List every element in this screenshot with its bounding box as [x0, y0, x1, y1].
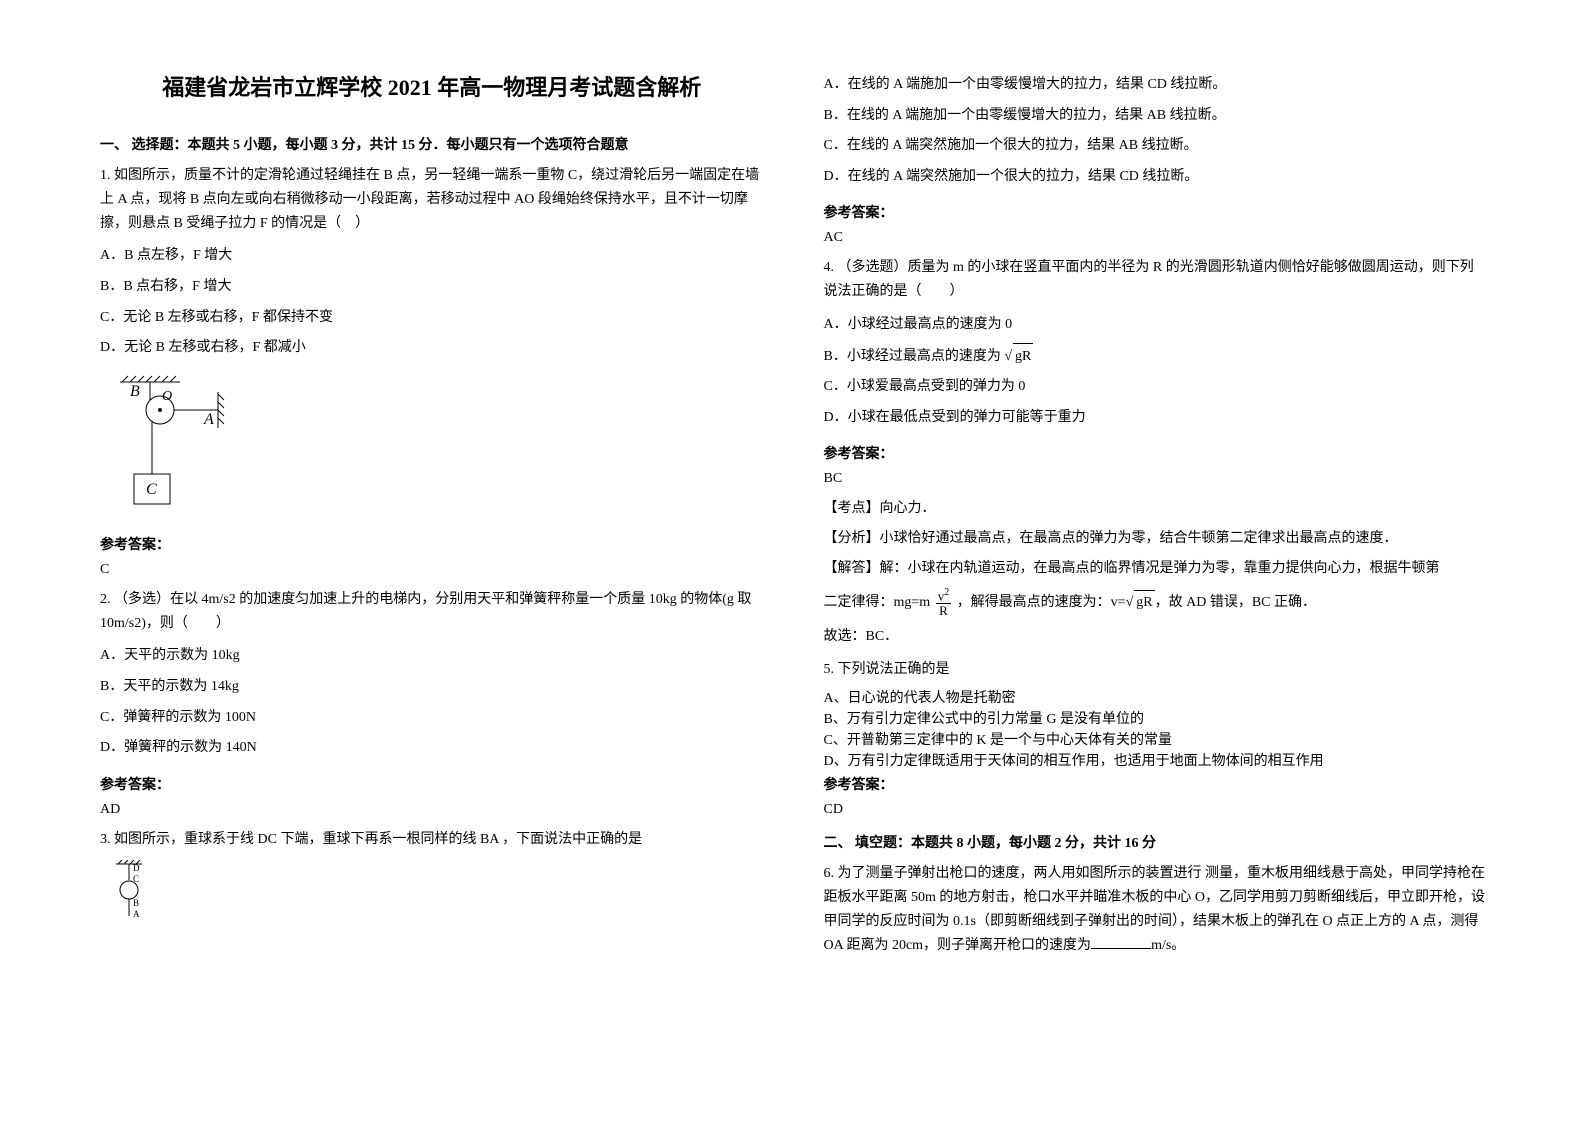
q5-answer-label: 参考答案： — [824, 774, 1488, 794]
q4-b-sqrt: gR — [1013, 343, 1033, 371]
q2-option-a: A．天平的示数为 10kg — [100, 643, 764, 670]
q3-option-c: C．在线的 A 端突然施加一个很大的拉力，结果 AB 线拉断。 — [824, 133, 1488, 160]
q4-kaodian: 【考点】向心力． — [824, 497, 1488, 521]
q5-option-a: A、日心说的代表人物是托勒密 — [824, 688, 1488, 709]
sqrt-icon: √gR — [1126, 590, 1155, 615]
q2-answer: AD — [100, 802, 764, 818]
q4-option-b: B．小球经过最高点的速度为 √gR — [824, 343, 1488, 371]
q2-option-d: D．弹簧秤的示数为 140N — [100, 735, 764, 762]
frac-den: R — [936, 604, 952, 618]
q1-label-o: O — [162, 389, 172, 404]
q6-stem: 6. 为了测量子弹射出枪口的速度，两人用如图所示的装置进行 测量，重木板用细线悬… — [824, 862, 1488, 957]
q4-option-d: D．小球在最低点受到的弹力可能等于重力 — [824, 405, 1488, 432]
q3-label-a: A — [133, 909, 140, 919]
q3-figure: D C B A — [114, 860, 144, 920]
q4-jieda2-suffix: ，故 AD 错误，BC 正确． — [1155, 595, 1316, 610]
q3-answer: AC — [824, 230, 1488, 246]
q1-label-b: B — [130, 383, 140, 400]
q4-jieda-2: 二定律得：mg=m v2R ，解得最高点的速度为：v=√gR，故 AD 错误，B… — [824, 587, 1488, 619]
q4-stem: 4. （多选题）质量为 m 的小球在竖直平面内的半径为 R 的光滑圆形轨道内侧恰… — [824, 256, 1488, 304]
q4-jieda2-mid: ，解得最高点的速度为：v= — [953, 595, 1125, 610]
q4-option-c: C．小球爱最高点受到的弹力为 0 — [824, 374, 1488, 401]
q3-option-a: A．在线的 A 端施加一个由零缓慢增大的拉力，结果 CD 线拉断。 — [824, 72, 1488, 99]
sqrt-icon: √gR — [1004, 343, 1033, 371]
q1-option-b: B．B 点右移，F 增大 — [100, 274, 764, 301]
q5-stem: 5. 下列说法正确的是 — [824, 658, 1488, 682]
q6-blank — [1091, 934, 1151, 949]
q3-option-b: B．在线的 A 端施加一个由零缓慢增大的拉力，结果 AB 线拉断。 — [824, 103, 1488, 130]
q1-label-c: C — [146, 481, 157, 498]
section1-header: 一、 选择题：本题共 5 小题，每小题 3 分，共计 15 分．每小题只有一个选… — [100, 134, 764, 154]
q3-stem: 3. 如图所示，重球系于线 DC 下端，重球下再系一根同样的线 BA ，下面说法… — [100, 828, 764, 852]
q1-option-a: A．B 点左移，F 增大 — [100, 243, 764, 270]
q3-label-d: D — [133, 863, 140, 873]
q1-label-a: A — [203, 411, 214, 428]
doc-title: 福建省龙岩市立辉学校 2021 年高一物理月考试题含解析 — [100, 70, 764, 102]
left-column: 福建省龙岩市立辉学校 2021 年高一物理月考试题含解析 一、 选择题：本题共 … — [100, 70, 764, 1082]
right-column: A．在线的 A 端施加一个由零缓慢增大的拉力，结果 CD 线拉断。 B．在线的 … — [824, 70, 1488, 1082]
frac-num-sup: 2 — [944, 587, 949, 598]
fraction: v2R — [936, 587, 952, 619]
q1-answer: C — [100, 562, 764, 578]
q2-option-c: C．弹簧秤的示数为 100N — [100, 705, 764, 732]
q4-fenxi: 【分析】小球恰好通过最高点，在最高点的弹力为零，结合牛顿第二定律求出最高点的速度… — [824, 527, 1488, 551]
q4-answer: BC — [824, 471, 1488, 487]
q3-label-b: B — [133, 898, 139, 908]
section2-header: 二、 填空题：本题共 8 小题，每小题 2 分，共计 16 分 — [824, 832, 1488, 852]
q5-option-d: D、万有引力定律既适用于天体间的相互作用，也适用于地面上物体间的相互作用 — [824, 751, 1488, 772]
q1-option-c: C．无论 B 左移或右移，F 都保持不变 — [100, 305, 764, 332]
q4-jieda-1: 【解答】解：小球在内轨道运动，在最高点的临界情况是弹力为零，靠重力提供向心力，根… — [824, 557, 1488, 581]
q4-jieda2-sqrt: gR — [1134, 590, 1154, 615]
q4-guxuan: 故选：BC． — [824, 625, 1488, 649]
q4-b-prefix: B．小球经过最高点的速度为 — [824, 349, 1005, 364]
q3-option-d: D．在线的 A 端突然施加一个很大的拉力，结果 CD 线拉断。 — [824, 164, 1488, 191]
q2-answer-label: 参考答案： — [100, 774, 764, 794]
q5-option-b: B、万有引力定律公式中的引力常量 G 是没有单位的 — [824, 709, 1488, 730]
q2-option-b: B．天平的示数为 14kg — [100, 674, 764, 701]
q4-option-a: A．小球经过最高点的速度为 0 — [824, 312, 1488, 339]
q5-option-c: C、开普勒第三定律中的 K 是一个与中心天体有关的常量 — [824, 730, 1488, 751]
q2-stem: 2. （多选）在以 4m/s2 的加速度匀加速上升的电梯内，分别用天平和弹簧秤称… — [100, 588, 764, 636]
q1-stem: 1. 如图所示，质量不计的定滑轮通过轻绳挂在 B 点，另一轻绳一端系一重物 C，… — [100, 164, 764, 235]
q3-answer-label: 参考答案： — [824, 202, 1488, 222]
q1-figure: B O A C — [100, 374, 250, 514]
q1-option-d: D．无论 B 左移或右移，F 都减小 — [100, 335, 764, 362]
q6-unit: m/s。 — [1151, 938, 1185, 953]
q5-answer: CD — [824, 802, 1488, 818]
q1-answer-label: 参考答案： — [100, 534, 764, 554]
q4-answer-label: 参考答案： — [824, 443, 1488, 463]
q4-jieda2-prefix: 二定律得：mg=m — [824, 595, 934, 610]
